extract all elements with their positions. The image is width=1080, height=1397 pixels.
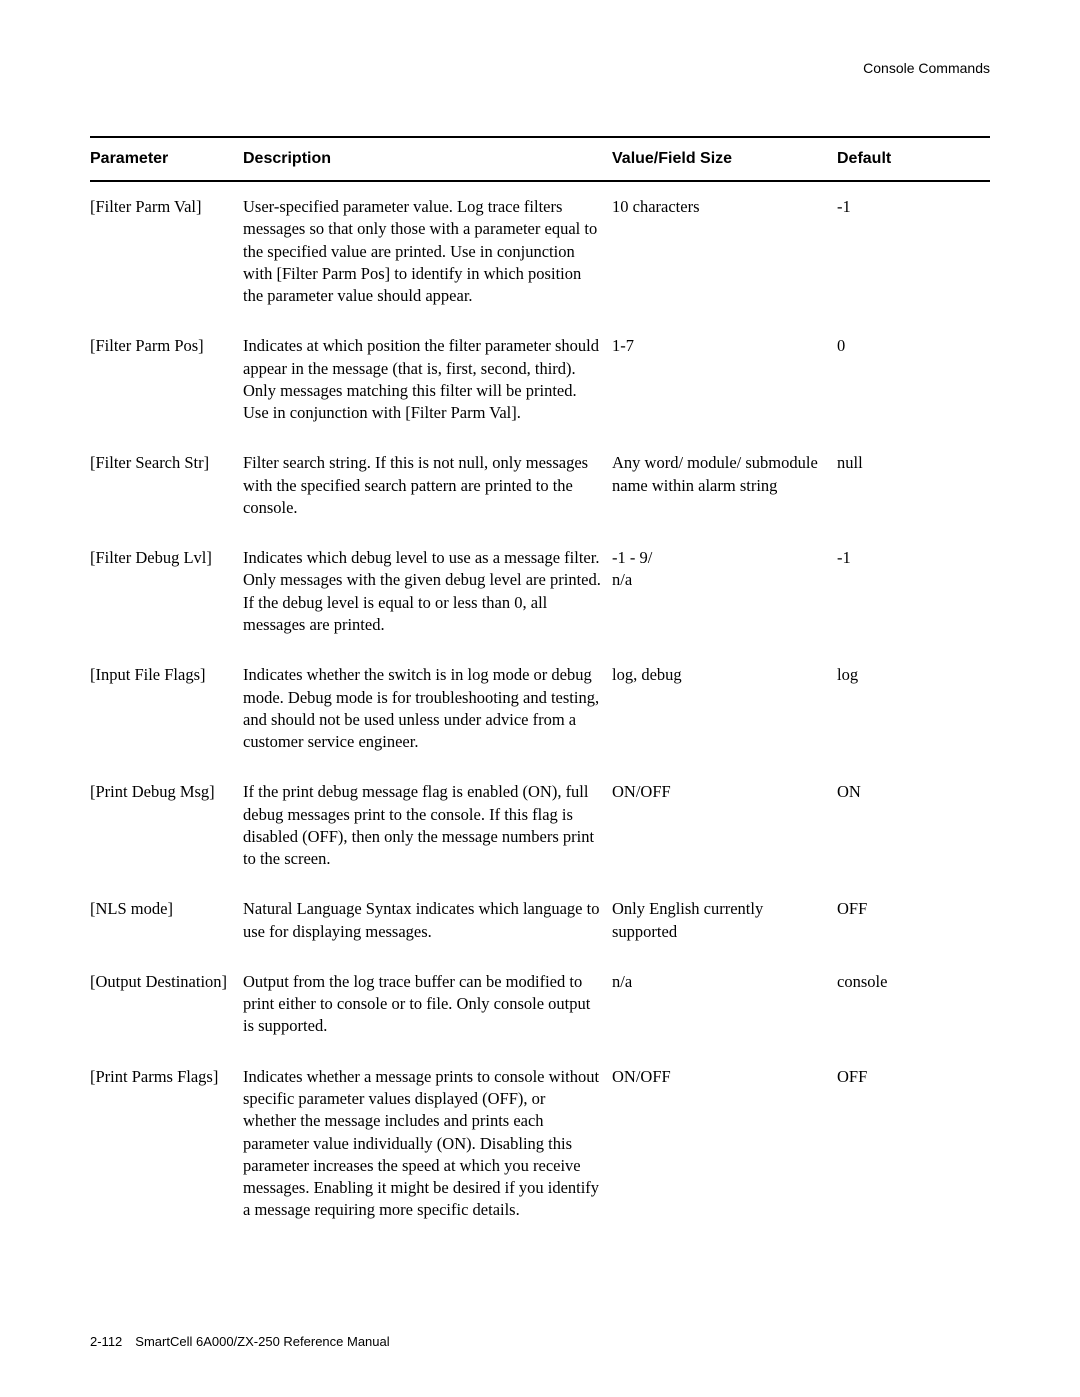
- cell-value: log, debug: [612, 650, 837, 767]
- cell-value: Only English currently supported: [612, 884, 837, 957]
- parameter-table: Parameter Description Value/Field Size D…: [90, 136, 990, 1236]
- cell-value: -1 - 9/ n/a: [612, 533, 837, 650]
- cell-value: 10 characters: [612, 181, 837, 321]
- cell-value: ON/OFF: [612, 1052, 837, 1236]
- cell-parameter: [Input File Flags]: [90, 650, 243, 767]
- cell-parameter: [Filter Debug Lvl]: [90, 533, 243, 650]
- table-row: [Print Parms Flags]Indicates whether a m…: [90, 1052, 990, 1236]
- cell-description: Indicates whether a message prints to co…: [243, 1052, 612, 1236]
- cell-description: If the print debug message flag is enabl…: [243, 767, 612, 884]
- page-footer: 2-112 SmartCell 6A000/ZX-250 Reference M…: [90, 1334, 390, 1349]
- cell-default: -1: [837, 181, 990, 321]
- cell-parameter: [Print Parms Flags]: [90, 1052, 243, 1236]
- cell-default: 0: [837, 321, 990, 438]
- col-header-value: Value/Field Size: [612, 137, 837, 181]
- cell-value: ON/OFF: [612, 767, 837, 884]
- cell-parameter: [Filter Parm Pos]: [90, 321, 243, 438]
- cell-value: 1-7: [612, 321, 837, 438]
- col-header-default: Default: [837, 137, 990, 181]
- cell-default: ON: [837, 767, 990, 884]
- page-header-section: Console Commands: [90, 60, 990, 76]
- cell-parameter: [Filter Parm Val]: [90, 181, 243, 321]
- cell-parameter: [Print Debug Msg]: [90, 767, 243, 884]
- cell-default: null: [837, 438, 990, 533]
- table-row: [NLS mode]Natural Language Syntax indica…: [90, 884, 990, 957]
- table-row: [Filter Search Str]Filter search string.…: [90, 438, 990, 533]
- cell-default: -1: [837, 533, 990, 650]
- cell-parameter: [Filter Search Str]: [90, 438, 243, 533]
- cell-parameter: [Output Destination]: [90, 957, 243, 1052]
- cell-description: Natural Language Syntax indicates which …: [243, 884, 612, 957]
- table-row: [Print Debug Msg]If the print debug mess…: [90, 767, 990, 884]
- cell-value: n/a: [612, 957, 837, 1052]
- table-row: [Input File Flags]Indicates whether the …: [90, 650, 990, 767]
- cell-description: User-specified parameter value. Log trac…: [243, 181, 612, 321]
- table-header-row: Parameter Description Value/Field Size D…: [90, 137, 990, 181]
- cell-value: Any word/ module/ submodule name within …: [612, 438, 837, 533]
- col-header-description: Description: [243, 137, 612, 181]
- cell-description: Indicates at which position the filter p…: [243, 321, 612, 438]
- table-row: [Filter Debug Lvl]Indicates which debug …: [90, 533, 990, 650]
- table-row: [Filter Parm Pos]Indicates at which posi…: [90, 321, 990, 438]
- col-header-parameter: Parameter: [90, 137, 243, 181]
- cell-description: Filter search string. If this is not nul…: [243, 438, 612, 533]
- cell-default: log: [837, 650, 990, 767]
- table-row: [Filter Parm Val]User-specified paramete…: [90, 181, 990, 321]
- cell-description: Indicates which debug level to use as a …: [243, 533, 612, 650]
- cell-default: OFF: [837, 884, 990, 957]
- cell-description: Output from the log trace buffer can be …: [243, 957, 612, 1052]
- cell-default: console: [837, 957, 990, 1052]
- table-row: [Output Destination]Output from the log …: [90, 957, 990, 1052]
- cell-parameter: [NLS mode]: [90, 884, 243, 957]
- cell-default: OFF: [837, 1052, 990, 1236]
- cell-description: Indicates whether the switch is in log m…: [243, 650, 612, 767]
